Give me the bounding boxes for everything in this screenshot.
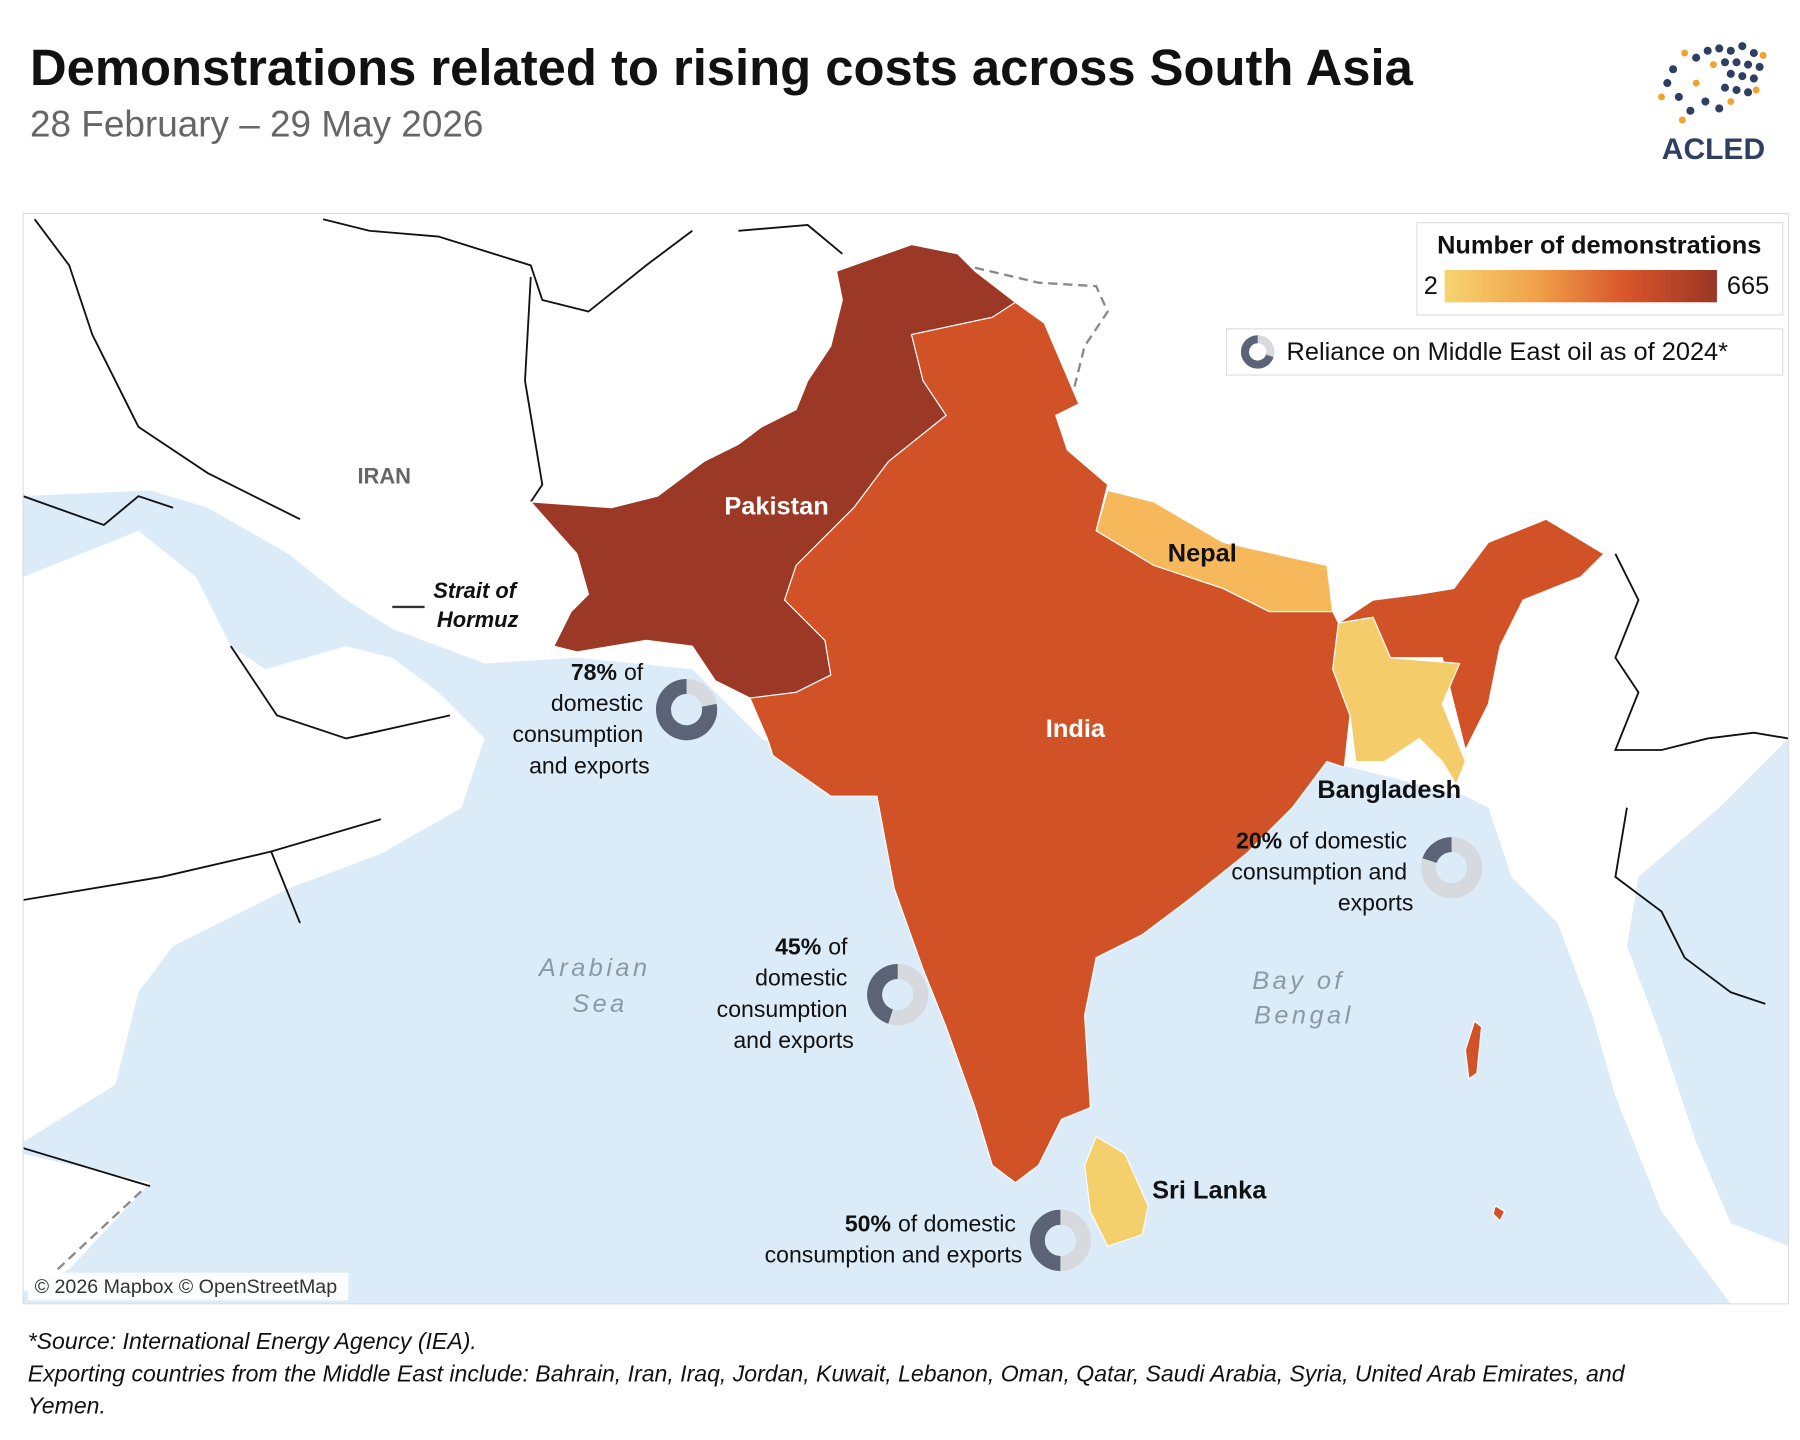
annotation-text: of domestic consumption and exports xyxy=(717,934,854,1053)
land xyxy=(23,530,485,1143)
region-label: Strait of Hormuz xyxy=(433,578,522,632)
legend-max: 665 xyxy=(1727,272,1769,300)
country xyxy=(1095,489,1334,613)
annotation-value: 45% xyxy=(775,934,821,960)
donut-legend-box xyxy=(1225,328,1784,376)
region-label: Arabian Sea xyxy=(537,954,661,1018)
country xyxy=(1332,616,1467,786)
color-bar xyxy=(1444,270,1717,303)
legend-title: Number of demonstrations xyxy=(1437,232,1761,260)
country-label: Sri Lanka xyxy=(1152,1177,1267,1205)
country xyxy=(1084,1135,1149,1247)
country-label: Bangladesh xyxy=(1317,776,1461,804)
annotation-value: 20% xyxy=(1236,827,1282,853)
annotation-value: 78% xyxy=(571,659,617,685)
footnote: Exporting countries from the Middle East… xyxy=(28,1360,1631,1418)
footnote: *Source: International Energy Agency (IE… xyxy=(28,1328,477,1354)
map-labels: Pakistan India Nepal Bangladesh Sri Lanka IRA… xyxy=(357,463,1461,1204)
donut-share xyxy=(655,679,718,741)
annotations: of domestic consumption and exports78%of… xyxy=(512,659,1483,1271)
map: © 2026 Mapbox © OpenStreetMap xyxy=(23,213,1789,1304)
countries xyxy=(529,244,1605,1247)
region-label: IRAN xyxy=(357,463,411,488)
annotation-value: 50% xyxy=(845,1210,891,1236)
footnotes: *Source: International Energy Agency (IE… xyxy=(28,1328,1631,1419)
donut-legend-label: Reliance on Middle East oil as of 2024* xyxy=(1287,338,1729,366)
title: Demonstrations related to rising costs a… xyxy=(30,39,1414,96)
country-label: India xyxy=(1046,715,1106,743)
disputed-border xyxy=(974,266,1110,393)
donut-share xyxy=(1029,1209,1061,1271)
country xyxy=(749,301,1605,1222)
map-frame xyxy=(22,212,1790,1305)
annotation-text: of domestic consumption and exports xyxy=(512,659,649,778)
annotation-text: of domestic consumption and exports xyxy=(765,1210,1023,1267)
donut-icon xyxy=(1240,335,1274,369)
legend-min: 2 xyxy=(1424,272,1438,300)
region-label: Bay of Bengal xyxy=(1252,967,1355,1030)
subtitle: 28 February – 29 May 2026 xyxy=(30,104,483,145)
donut-share xyxy=(1422,837,1453,864)
country-label: Nepal xyxy=(1168,540,1237,568)
land xyxy=(23,1153,151,1293)
legend: Number of demonstrations 2 665 Reliance … xyxy=(1225,222,1784,376)
disputed-border xyxy=(56,1187,146,1271)
attribution-bg xyxy=(27,1272,349,1301)
logo: ACLED xyxy=(1658,42,1767,166)
annotation-text: of domestic consumption and exports xyxy=(1231,827,1413,915)
logo-text: ACLED xyxy=(1662,133,1765,166)
country-label: Pakistan xyxy=(724,492,828,520)
donut-share xyxy=(867,964,899,1024)
borders xyxy=(23,218,1789,1188)
attribution: © 2026 Mapbox © OpenStreetMap xyxy=(35,1276,338,1298)
